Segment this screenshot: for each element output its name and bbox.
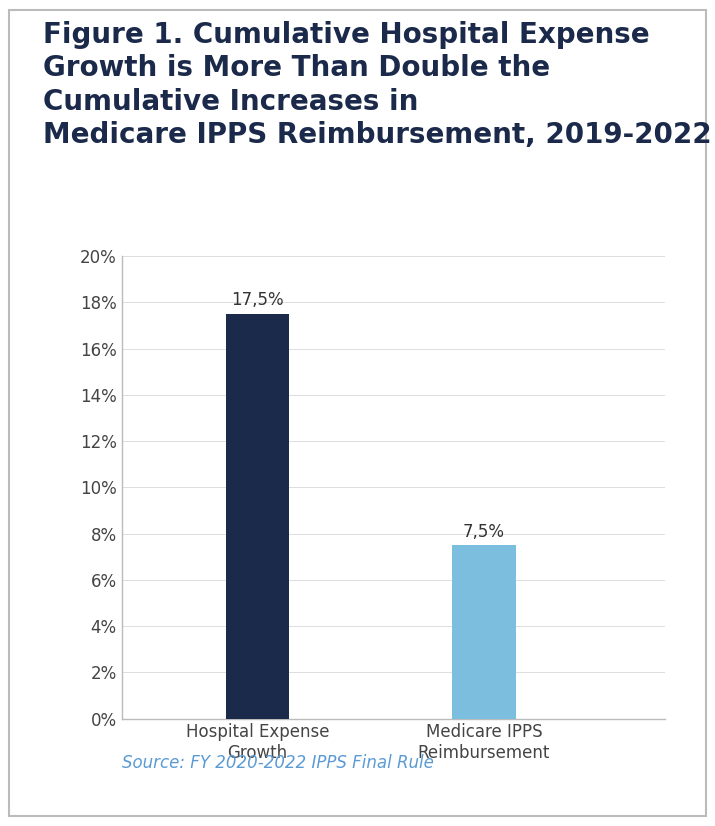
- Text: 17,5%: 17,5%: [231, 292, 284, 309]
- Bar: [452, 545, 516, 719]
- Bar: [226, 314, 289, 719]
- Text: 7,5%: 7,5%: [463, 523, 505, 540]
- Text: Source: FY 2020-2022 IPPS Final Rule: Source: FY 2020-2022 IPPS Final Rule: [122, 754, 433, 772]
- Text: Figure 1. Cumulative Hospital Expense
Growth is More Than Double the
Cumulative : Figure 1. Cumulative Hospital Expense Gr…: [43, 21, 711, 150]
